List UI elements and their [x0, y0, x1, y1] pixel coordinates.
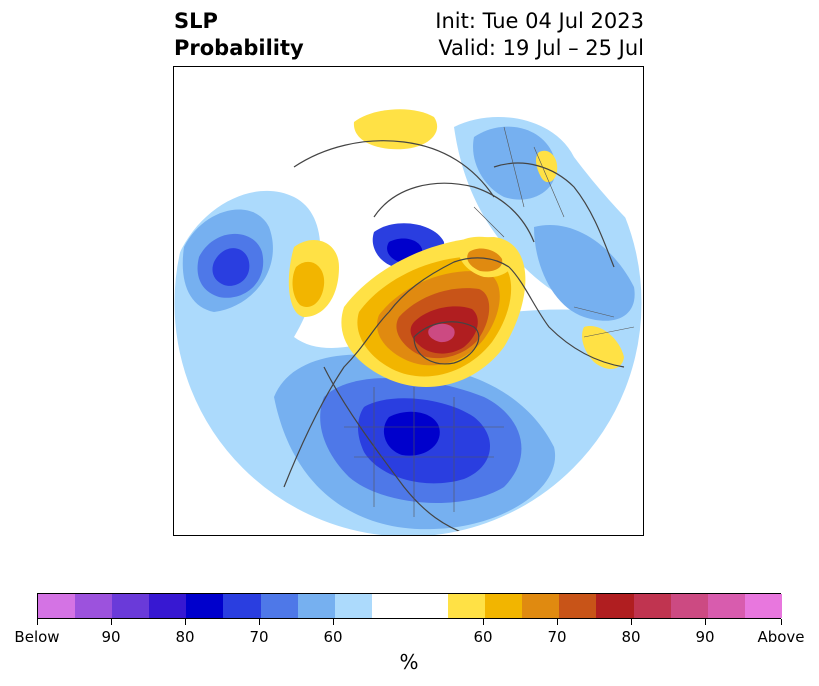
- colorbar-tick: [37, 619, 38, 625]
- colorbar-tick: [483, 619, 484, 625]
- colorbar-segment: [633, 594, 671, 618]
- colorbar-segment: [522, 594, 560, 618]
- colorbar-tick: [557, 619, 558, 625]
- colorbar-segment: [297, 594, 335, 618]
- colorbar-tick-label: Below: [14, 628, 60, 646]
- above-peak-greenland: [428, 323, 455, 343]
- colorbar-segment: [223, 594, 261, 618]
- above-70-west: [292, 261, 325, 307]
- above-60-small-north: [536, 150, 558, 183]
- colorbar-tick: [781, 619, 782, 625]
- colorbar-tick-label: Above: [757, 628, 805, 646]
- title-line-1: SLP: [174, 9, 218, 33]
- colorbar-segment: [260, 594, 298, 618]
- colorbar-segment: [744, 594, 782, 618]
- colorbar-segment: [448, 594, 486, 618]
- colorbar-tick: [631, 619, 632, 625]
- colorbar-segment: [670, 594, 708, 618]
- below-70-europe: [534, 225, 635, 321]
- below-90-pacific: [212, 248, 250, 286]
- colorbar-segment: [559, 594, 597, 618]
- colorbar-tick: [111, 619, 112, 625]
- colorbar-tick-label: 90: [695, 628, 715, 646]
- colorbar-tick-label: 60: [473, 628, 493, 646]
- map-disk-edge: [174, 68, 643, 535]
- colorbar-unit-label: %: [399, 650, 419, 674]
- colorbar-segment: [334, 594, 372, 618]
- below-max-north-america: [383, 411, 440, 456]
- map-title: SLP Probability: [174, 8, 304, 62]
- colorbar: [37, 593, 782, 619]
- colorbar-segment: [596, 594, 634, 618]
- colorbar-segment: [38, 594, 76, 618]
- colorbar-segment: [149, 594, 187, 618]
- colorbar-segment: [186, 594, 224, 618]
- colorbar-tick-label: 60: [323, 628, 343, 646]
- colorbar-tick-label: 70: [249, 628, 269, 646]
- title-line-2: Probability: [174, 36, 304, 60]
- colorbar-tick-label: 90: [101, 628, 121, 646]
- init-date: Init: Tue 04 Jul 2023: [435, 9, 644, 33]
- valid-range: Valid: 19 Jul – 25 Jul: [438, 36, 644, 60]
- colorbar-tick-label: 70: [547, 628, 567, 646]
- map-panel: [173, 66, 644, 536]
- colorbar-segment: [75, 594, 113, 618]
- colorbar-tick-label: 80: [621, 628, 641, 646]
- country-borders: [344, 126, 635, 517]
- colorbar-segment: [485, 594, 523, 618]
- above-60-arctic-north: [353, 109, 438, 150]
- colorbar-tick: [333, 619, 334, 625]
- colorbar-tick: [705, 619, 706, 625]
- colorbar-tick: [185, 619, 186, 625]
- above-60-europe: [582, 326, 624, 369]
- colorbar-segment: [112, 594, 150, 618]
- colorbar-tick-label: 80: [175, 628, 195, 646]
- colorbar-segment: [707, 594, 745, 618]
- slp-probability-map: [174, 68, 643, 535]
- above-80-scandinavia: [467, 248, 503, 272]
- colorbar-segment: [371, 594, 449, 618]
- colorbar-tick: [259, 619, 260, 625]
- init-valid-info: Init: Tue 04 Jul 2023 Valid: 19 Jul – 25…: [435, 8, 644, 62]
- coastlines: [283, 140, 625, 535]
